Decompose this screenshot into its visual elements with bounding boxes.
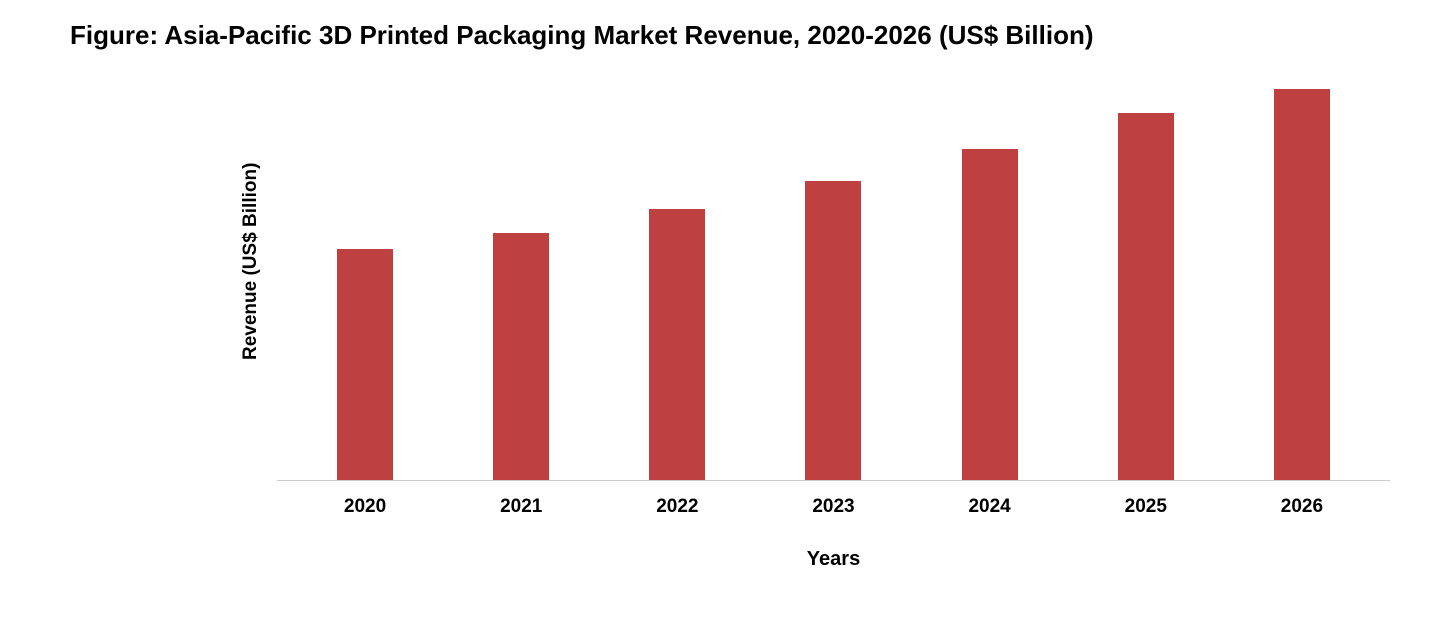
x-tick-label: 2026 <box>1274 496 1330 518</box>
bar <box>493 233 549 480</box>
bar <box>1274 89 1330 480</box>
bar <box>337 249 393 480</box>
x-tick-label: 2022 <box>649 496 705 518</box>
bar <box>1118 113 1174 480</box>
x-axis-label: Years <box>277 548 1390 571</box>
y-axis-label: Revenue (US$ Billion) <box>240 121 262 401</box>
x-tick-label: 2025 <box>1118 496 1174 518</box>
chart-area: 2020 2021 2022 2023 2024 2025 2026 Years <box>277 81 1390 571</box>
x-tick-label: 2021 <box>493 496 549 518</box>
x-axis-ticks: 2020 2021 2022 2023 2024 2025 2026 <box>277 481 1390 518</box>
x-tick-label: 2020 <box>337 496 393 518</box>
bar <box>805 181 861 480</box>
chart-title: Figure: Asia-Pacific 3D Printed Packagin… <box>70 20 1416 51</box>
x-tick-label: 2023 <box>805 496 861 518</box>
chart-wrapper: Revenue (US$ Billion) 202020212022202320… <box>240 81 1390 571</box>
plot-region <box>277 81 1390 481</box>
bar <box>649 209 705 480</box>
bar <box>962 149 1018 480</box>
x-tick-label: 2024 <box>962 496 1018 518</box>
